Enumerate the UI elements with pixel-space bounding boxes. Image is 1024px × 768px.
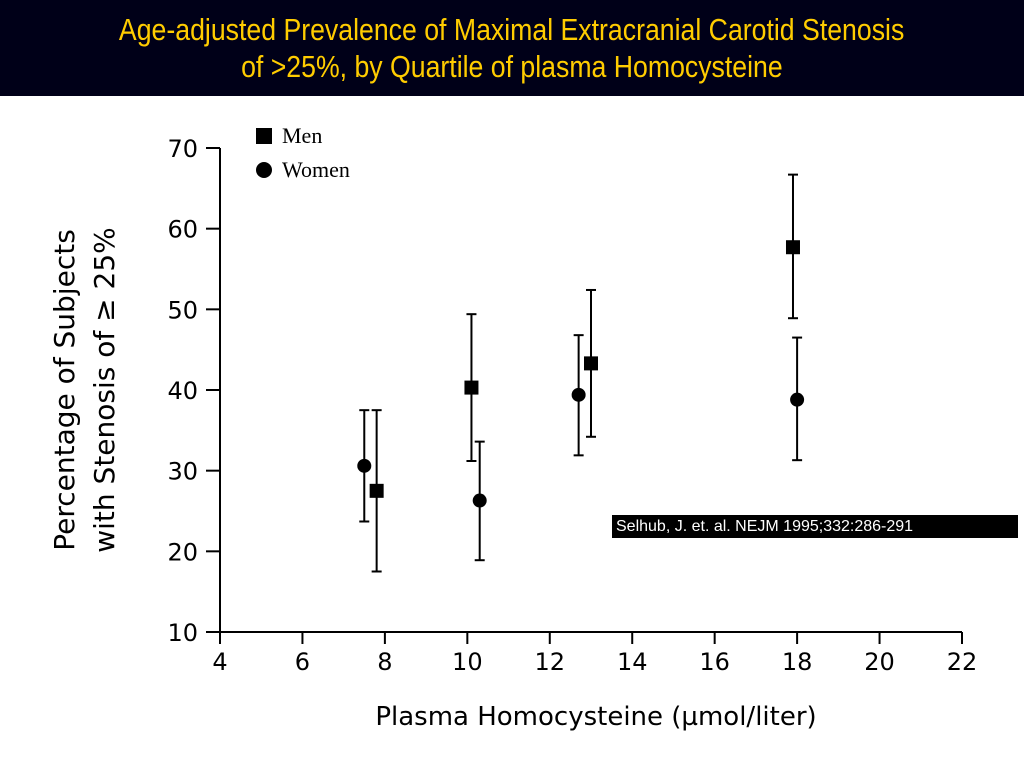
y-tick-label: 50 <box>167 296 198 324</box>
y-axis-label-line-2: with Stenosis of ≥ 25% <box>88 227 121 553</box>
title-bar: Age-adjusted Prevalence of Maximal Extra… <box>0 0 1024 96</box>
citation: Selhub, J. et. al. NEJM 1995;332:286-291 <box>612 515 1018 538</box>
y-axis-label-line-1: Percentage of Subjects <box>48 229 81 551</box>
x-tick-label: 20 <box>864 648 895 676</box>
data-point-women <box>790 392 805 407</box>
y-axis-ticks: 10 20 30 40 50 60 70 <box>167 135 220 647</box>
x-tick-label: 14 <box>617 648 648 676</box>
data-point-men <box>464 380 479 395</box>
x-tick-label: 4 <box>212 648 227 676</box>
y-tick-label: 60 <box>167 216 198 244</box>
legend-circle-icon <box>256 162 272 178</box>
y-tick-label: 40 <box>167 377 198 405</box>
legend-label: Women <box>282 157 350 182</box>
x-axis-label: Plasma Homocysteine (µmol/liter) <box>375 702 816 732</box>
data-point-women <box>357 458 372 473</box>
x-tick-label: 16 <box>699 648 730 676</box>
x-tick-label: 6 <box>295 648 310 676</box>
data-point-men <box>785 240 800 255</box>
y-tick-label: 30 <box>167 458 198 486</box>
legend-square-icon <box>256 128 272 144</box>
chart: 10 20 30 40 50 60 70 4 6 8 10 12 14 16 18 20 22 Percent… <box>48 123 977 732</box>
legend: Men Women <box>256 123 350 182</box>
data-marks <box>357 173 805 573</box>
x-tick-label: 22 <box>947 648 978 676</box>
data-point-men <box>369 483 384 498</box>
y-tick-label: 10 <box>167 619 198 647</box>
x-tick-label: 10 <box>452 648 483 676</box>
chart-title-line-1: Age-adjusted Prevalence of Maximal Extra… <box>119 12 905 47</box>
x-tick-label: 8 <box>377 648 392 676</box>
y-tick-label: 70 <box>167 135 198 163</box>
chart-title-line-2: of >25%, by Quartile of plasma Homocyste… <box>241 49 783 84</box>
y-tick-label: 20 <box>167 538 198 566</box>
x-axis-ticks: 4 6 8 10 12 14 16 18 20 22 <box>212 632 977 676</box>
x-tick-label: 12 <box>535 648 566 676</box>
data-point-women <box>571 387 586 402</box>
data-point-men <box>584 356 598 371</box>
data-point-women <box>472 493 487 508</box>
legend-label: Men <box>282 123 322 148</box>
x-tick-label: 18 <box>782 648 813 676</box>
